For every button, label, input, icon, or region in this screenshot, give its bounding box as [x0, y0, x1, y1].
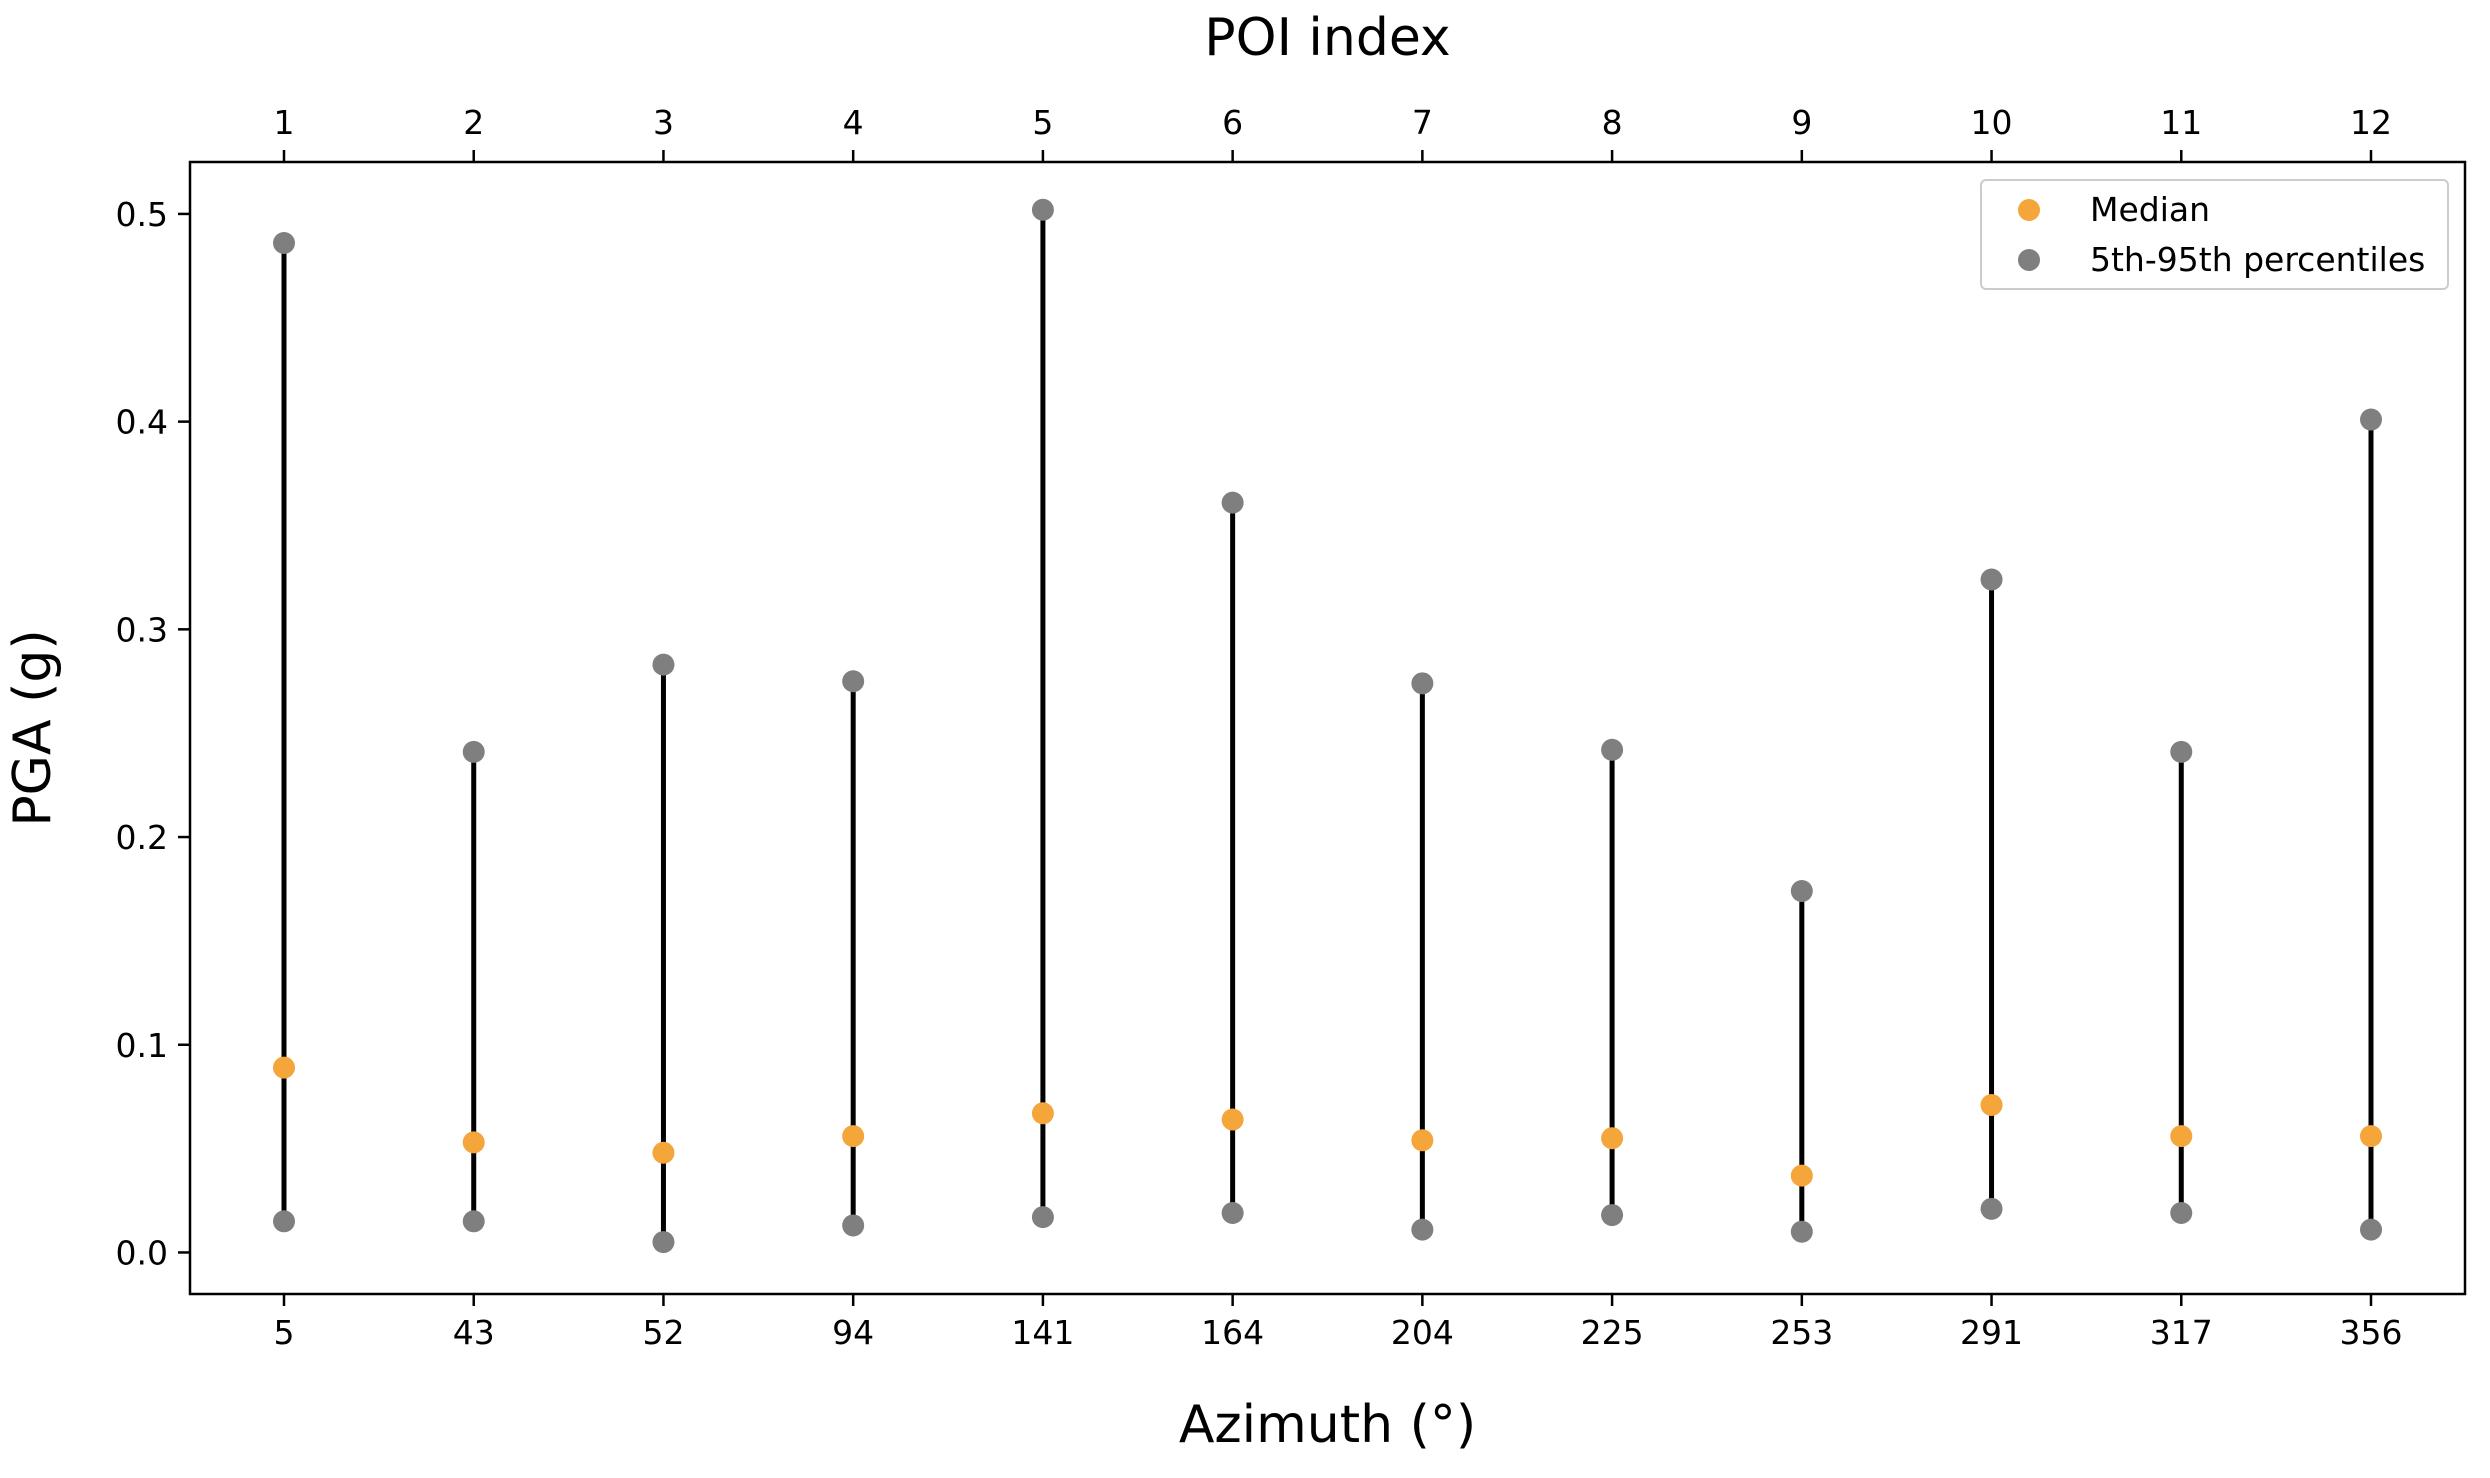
percentile-95-point	[462, 740, 485, 763]
median-point	[2360, 1125, 2382, 1148]
y-axis-title: PGA (g)	[3, 629, 63, 826]
legend-median-marker	[2018, 199, 2040, 221]
y-tick-label: 0.0	[116, 1233, 168, 1272]
percentile-5-point	[652, 1231, 675, 1254]
legend: Median 5th-95th percentiles	[1980, 179, 2449, 290]
median-point	[1411, 1129, 1434, 1152]
top-x-tick-label: 9	[1791, 103, 1812, 142]
percentile-5-point	[1221, 1201, 1244, 1224]
top-x-tick-label: 3	[653, 103, 674, 142]
median-point	[1790, 1164, 1813, 1187]
plot-area	[273, 198, 2382, 1254]
x-tick-label: 291	[1960, 1313, 2023, 1352]
top-x-tick-label: 1	[274, 103, 295, 142]
plot-frame	[188, 160, 2467, 1296]
x-tick-label: 356	[2340, 1313, 2403, 1352]
percentile-5-point	[462, 1210, 485, 1233]
percentile-5-point	[2360, 1218, 2382, 1241]
x-tick-label: 225	[1581, 1313, 1644, 1352]
percentile-5-point	[2170, 1201, 2193, 1224]
legend-median-label: Median	[2090, 190, 2210, 229]
y-tick-label: 0.4	[116, 403, 168, 442]
x-tick-label: 94	[832, 1313, 874, 1352]
top-x-tick-label: 8	[1602, 103, 1623, 142]
y-tick-label: 0.5	[116, 195, 168, 234]
median-point	[652, 1141, 675, 1164]
percentile-95-point	[652, 653, 675, 676]
top-x-tick-label: 6	[1222, 103, 1243, 142]
top-x-tick-label: 4	[843, 103, 864, 142]
y-tick-label: 0.3	[116, 610, 168, 649]
percentile-5-point	[1980, 1197, 2003, 1220]
x-tick-label: 52	[642, 1313, 684, 1352]
percentile-95-point	[2360, 408, 2382, 431]
median-point	[1601, 1127, 1624, 1150]
x-tick-label: 141	[1011, 1313, 1074, 1352]
median-point	[842, 1125, 865, 1148]
x-tick-label: 253	[1770, 1313, 1833, 1352]
top-x-axis-title: POI index	[1204, 8, 1450, 68]
percentile-95-point	[842, 670, 865, 693]
percentile-95-point	[273, 232, 295, 255]
y-tick-label: 0.1	[116, 1026, 168, 1065]
top-x-tick-label: 7	[1412, 103, 1433, 142]
top-x-tick-label: 2	[463, 103, 484, 142]
percentile-95-point	[1790, 880, 1813, 903]
legend-percentile-label: 5th-95th percentiles	[2090, 240, 2425, 279]
top-x-tick-label: 11	[2160, 103, 2202, 142]
top-x-tick-label: 5	[1032, 103, 1053, 142]
x-tick-label: 317	[2150, 1313, 2213, 1352]
median-point	[1980, 1093, 2003, 1116]
percentile-95-point	[2170, 740, 2193, 763]
percentile-5-point	[1411, 1218, 1434, 1241]
legend-box	[1980, 179, 2449, 290]
percentile-95-point	[1980, 568, 2003, 591]
percentile-5-point	[1031, 1206, 1054, 1229]
x-tick-label: 204	[1391, 1313, 1454, 1352]
percentile-95-point	[1601, 738, 1624, 761]
median-point	[2170, 1125, 2193, 1148]
x-tick-label: 5	[274, 1313, 295, 1352]
percentile-5-point	[273, 1210, 295, 1233]
percentile-5-point	[1790, 1220, 1813, 1243]
median-point	[273, 1056, 295, 1079]
percentile-95-point	[1031, 198, 1054, 221]
median-point	[1221, 1108, 1244, 1131]
x-tick-label: 43	[453, 1313, 495, 1352]
legend-percentile-marker	[2018, 249, 2040, 271]
median-point	[462, 1131, 485, 1154]
y-tick-label: 0.2	[116, 818, 168, 857]
x-axis-title: Azimuth (°)	[1179, 1395, 1476, 1455]
percentile-95-point	[1221, 491, 1244, 514]
median-point	[1031, 1102, 1054, 1125]
percentile-5-point	[1601, 1204, 1624, 1227]
top-x-tick-label: 10	[1971, 103, 2013, 142]
x-tick-label: 164	[1201, 1313, 1264, 1352]
percentile-95-point	[1411, 672, 1434, 695]
percentile-5-point	[842, 1214, 865, 1237]
top-x-tick-label: 12	[2350, 103, 2392, 142]
